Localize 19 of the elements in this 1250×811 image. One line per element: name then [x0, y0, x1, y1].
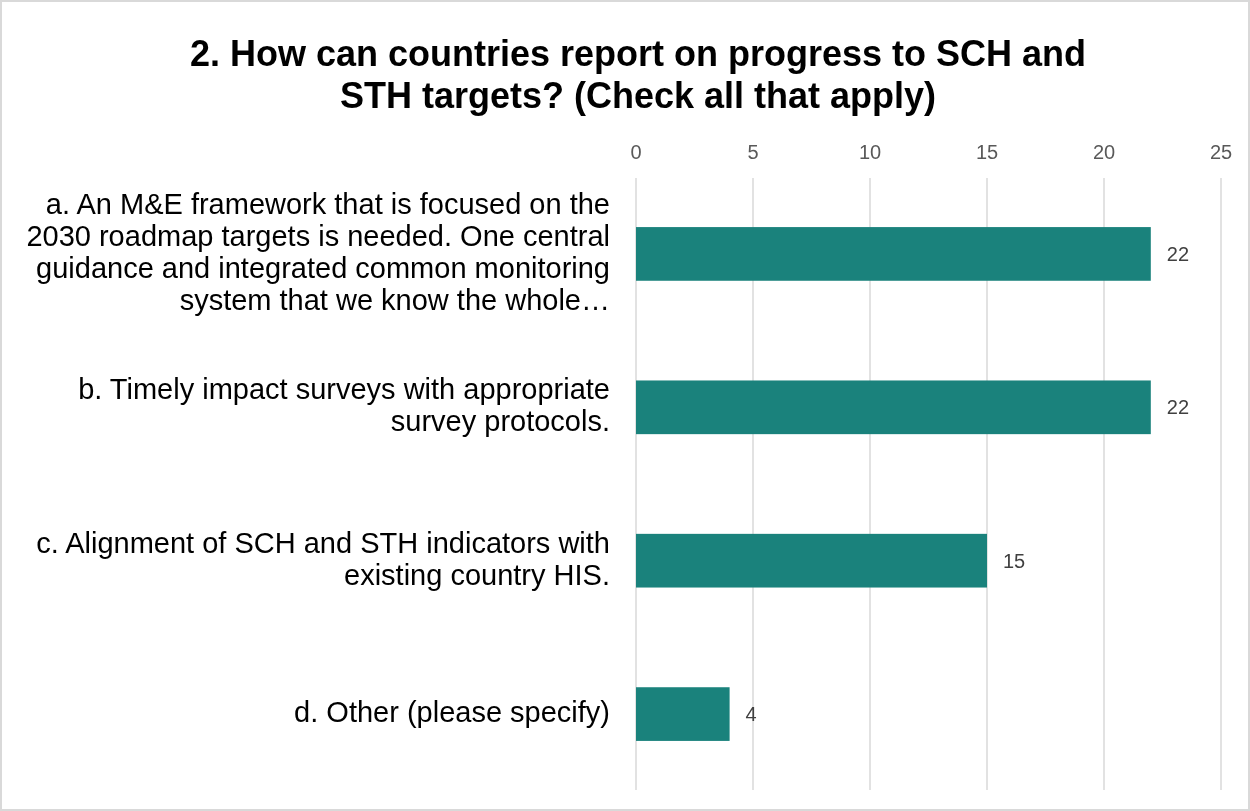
bar: [636, 687, 730, 741]
bar: [636, 380, 1151, 435]
y-tick-label: c. Alignment of SCH and STH indicators with existing country HIS.: [36, 526, 610, 591]
data-label: 4: [745, 703, 757, 726]
x-tick-label: 25: [1209, 141, 1233, 163]
data-label: 15: [1003, 549, 1026, 572]
x-tick-label: 15: [975, 141, 999, 163]
y-tick-label: d. Other (please specify): [294, 696, 610, 729]
x-tick-label: 20: [1092, 141, 1116, 163]
data-label: 22: [1166, 242, 1190, 265]
x-tick-label: 5: [747, 141, 759, 163]
bar: [636, 227, 1151, 281]
y-tick-label: a. An M&E framework that is focused on the 2030 roadmap targets is needed. One central guidance and integrated common monitoring system that we know the whole…: [26, 187, 610, 316]
x-tick-label: 0: [630, 141, 642, 163]
chart-title: 2. How can countries report on progress to SCH and STH targets? (Check all that apply): [189, 33, 1087, 116]
data-label: 22: [1166, 396, 1190, 419]
x-tick-label: 10: [858, 141, 882, 163]
bar: [636, 533, 987, 588]
y-tick-label: b. Timely impact surveys with appropriate survey protocols.: [78, 373, 610, 438]
